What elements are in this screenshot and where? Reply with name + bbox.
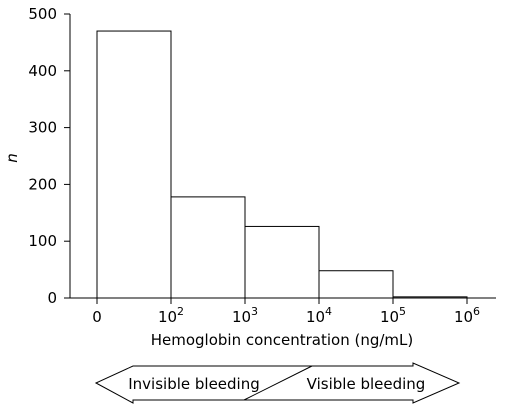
- x-tick-label: 103: [232, 305, 258, 326]
- visible-bleeding-label: Visible bleeding: [307, 375, 426, 393]
- bar-3: [244, 225, 320, 299]
- y-axis-ticks: 0 100 200 300 400 500: [28, 5, 70, 307]
- x-axis-title: Hemoglobin concentration (ng/mL): [151, 331, 414, 349]
- y-tick-label: 0: [47, 289, 57, 307]
- y-axis-title: n: [3, 153, 21, 163]
- bars: [96, 30, 468, 299]
- y-tick-label: 300: [28, 119, 57, 137]
- x-axis-ticks: 0 102 103 104 105 106: [92, 298, 480, 326]
- y-tick-label: 500: [28, 5, 57, 23]
- bar-2: [170, 196, 246, 299]
- x-tick-label: 105: [380, 305, 406, 326]
- y-tick-label: 200: [28, 175, 57, 193]
- y-tick-label: 400: [28, 62, 57, 80]
- x-tick-label: 102: [158, 305, 184, 326]
- bar-4: [318, 270, 394, 299]
- y-tick-label: 100: [28, 232, 57, 250]
- x-tick-label: 104: [306, 305, 332, 326]
- x-tick-label: 106: [454, 305, 480, 326]
- range-divider: [243, 365, 313, 401]
- invisible-bleeding-label: Invisible bleeding: [128, 375, 260, 393]
- bar-1: [96, 30, 172, 299]
- x-tick-label: 0: [92, 308, 102, 326]
